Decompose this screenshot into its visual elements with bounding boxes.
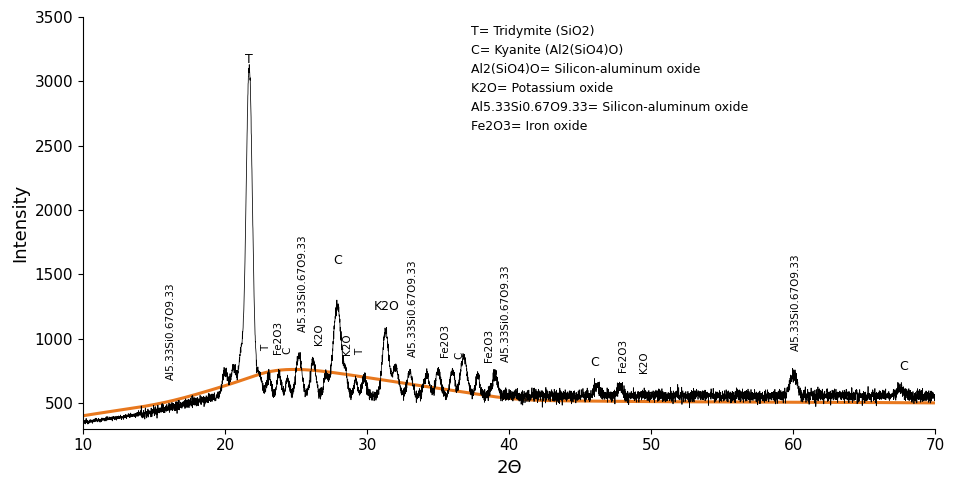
Text: Al5.33Si0.67O9.33: Al5.33Si0.67O9.33 <box>298 235 308 332</box>
Text: C: C <box>454 352 465 359</box>
Text: Fe2O3: Fe2O3 <box>440 324 450 357</box>
Text: T: T <box>261 345 272 351</box>
Text: K2O: K2O <box>374 300 400 313</box>
Text: K2O: K2O <box>314 324 324 345</box>
Text: T: T <box>246 53 253 66</box>
Text: Al5.33Si0.67O9.33: Al5.33Si0.67O9.33 <box>501 264 511 362</box>
Text: Al5.33Si0.67O9.33: Al5.33Si0.67O9.33 <box>407 259 418 357</box>
Text: C: C <box>590 356 598 369</box>
Text: Al5.33Si0.67O9.33: Al5.33Si0.67O9.33 <box>166 282 176 380</box>
Text: Al5.33Si0.67O9.33: Al5.33Si0.67O9.33 <box>791 254 801 351</box>
Text: Fe2O3: Fe2O3 <box>618 339 628 372</box>
Text: C: C <box>333 254 341 266</box>
Text: K2O: K2O <box>639 352 649 373</box>
Text: C: C <box>283 346 293 354</box>
Y-axis label: Intensity: Intensity <box>11 184 29 262</box>
Text: C: C <box>900 360 908 373</box>
Text: Fe2O3: Fe2O3 <box>485 328 494 362</box>
Text: Fe2O3: Fe2O3 <box>272 321 283 354</box>
Text: K2O: K2O <box>342 334 352 355</box>
Text: T: T <box>355 349 365 355</box>
Text: T= Tridymite (SiO2)
C= Kyanite (Al2(SiO4)O)
Al2(SiO4)O= Silicon-aluminum oxide
K: T= Tridymite (SiO2) C= Kyanite (Al2(SiO4… <box>470 25 748 133</box>
X-axis label: 2Θ: 2Θ <box>496 459 522 477</box>
